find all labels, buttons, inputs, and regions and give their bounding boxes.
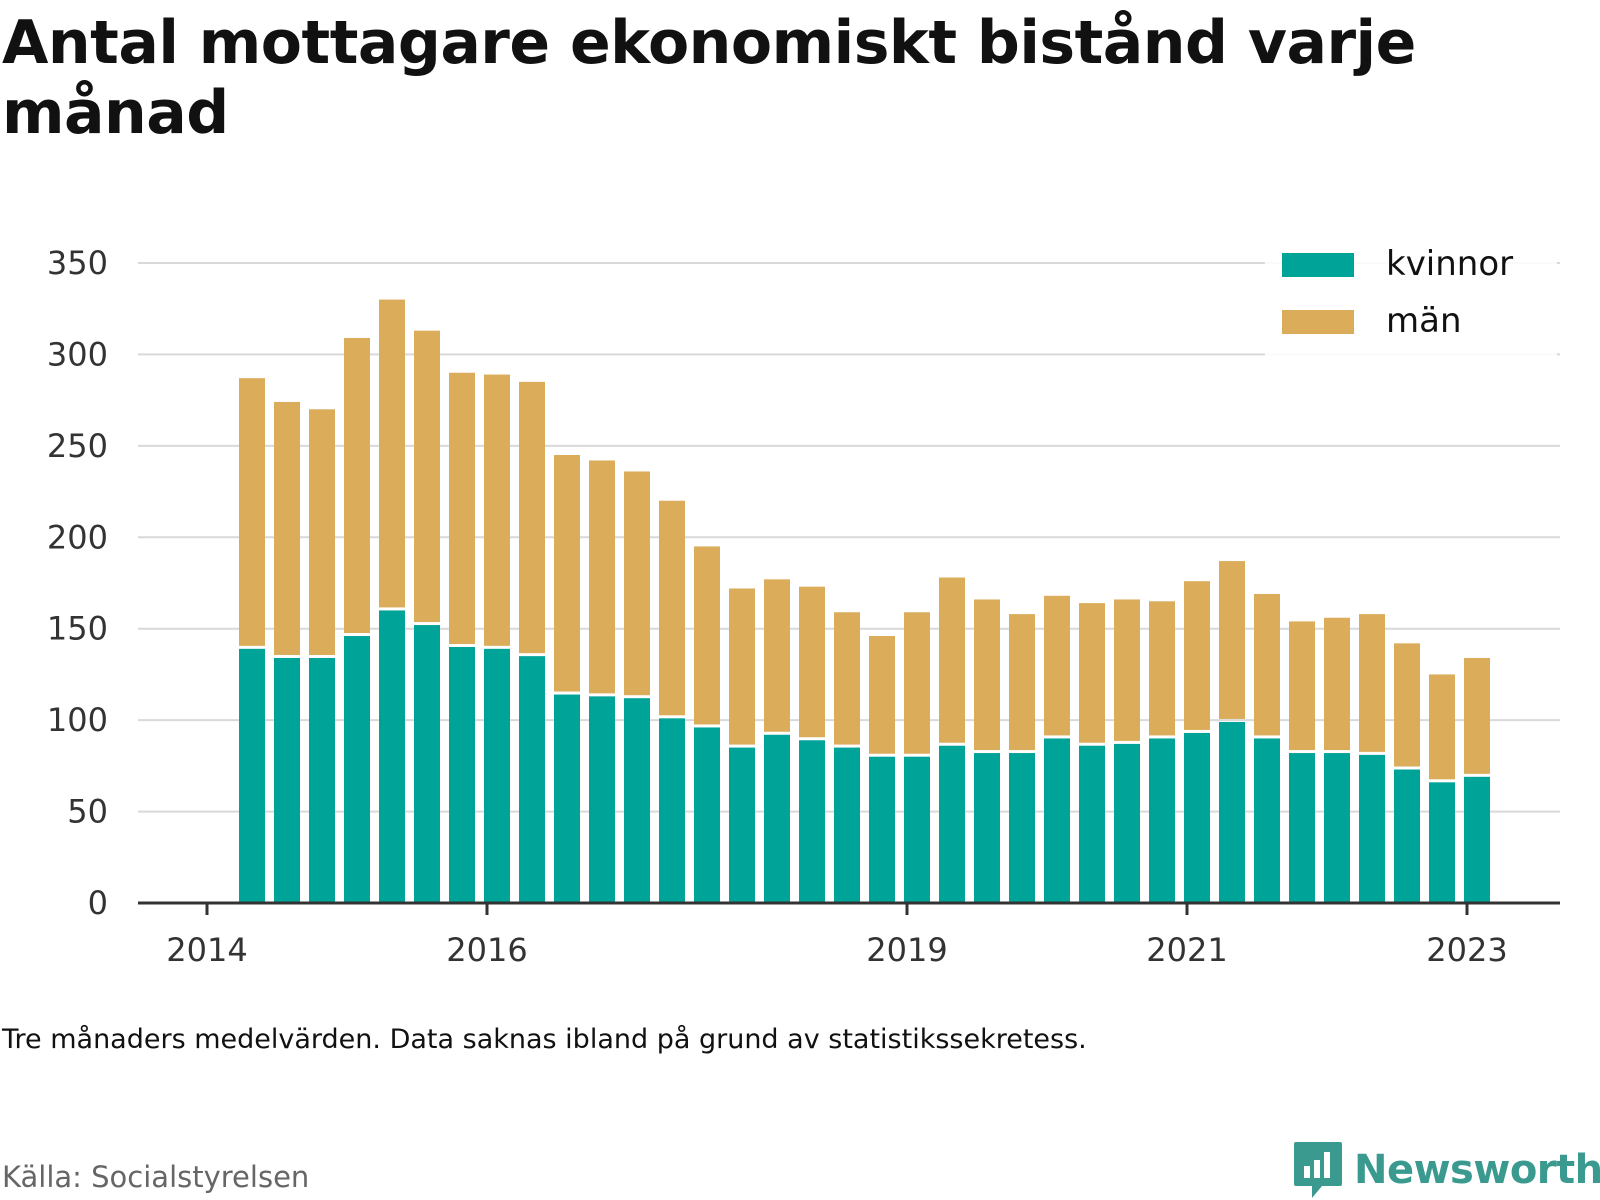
bar-kvinnor [414, 625, 440, 903]
bar-man [414, 330, 440, 623]
bar-kvinnor [1149, 738, 1175, 903]
bar-kvinnor [624, 698, 650, 903]
bar-man [974, 599, 1000, 751]
bar-man [624, 471, 650, 696]
bar-kvinnor [659, 718, 685, 903]
newsworthy-logo-text: Newsworthy [1354, 1147, 1600, 1193]
bar-kvinnor [1219, 721, 1245, 903]
bar-kvinnor [484, 648, 510, 903]
bar-man [1254, 593, 1280, 736]
legend-swatch-man [1282, 310, 1354, 334]
y-tick-label: 0 [88, 884, 108, 922]
legend-label-man: män [1386, 301, 1462, 341]
bar-kvinnor [239, 648, 265, 903]
bar-man [344, 337, 370, 634]
legend: kvinnor män [1265, 238, 1557, 358]
bar-man [729, 588, 755, 745]
bar-man [1044, 595, 1070, 736]
bar-man [1429, 674, 1455, 780]
newsworthy-logo-icon [1294, 1142, 1342, 1198]
bar-man [1289, 621, 1315, 751]
bar-kvinnor [729, 747, 755, 903]
bar-man [939, 577, 965, 743]
bar-man [1359, 614, 1385, 752]
bar-man [449, 372, 475, 644]
bar-kvinnor [939, 745, 965, 903]
bar-kvinnor [1009, 753, 1035, 903]
bar-man [1114, 599, 1140, 741]
bar-kvinnor [379, 610, 405, 903]
legend-swatch-kvinnor [1282, 253, 1354, 277]
bar-kvinnor [519, 656, 545, 903]
bar-kvinnor [869, 756, 895, 903]
stacked-bar-chart: 0 50 100 150 200 250 300 350 2014 2016 2019 2021 202… [46, 238, 1560, 969]
bar-kvinnor [1254, 738, 1280, 903]
bar-kvinnor [834, 747, 860, 903]
y-tick-label: 50 [67, 793, 108, 831]
axes: 0 50 100 150 200 250 300 350 2014 2016 2019 2021 202… [47, 244, 1560, 969]
bar-kvinnor [694, 727, 720, 903]
bar-man [554, 455, 580, 692]
bar-man [1009, 614, 1035, 751]
bar-kvinnor [589, 696, 615, 903]
bar-man [1464, 657, 1490, 774]
bar-man [1079, 603, 1105, 743]
bar-man [904, 612, 930, 754]
bar-kvinnor [1289, 753, 1315, 903]
y-tick-label: 250 [47, 427, 108, 465]
bar-man [799, 586, 825, 738]
chart-title: Antal mottagare ekonomiskt bistånd varje… [2, 8, 1416, 148]
x-tick-label: 2019 [866, 931, 947, 969]
bar-kvinnor [1114, 743, 1140, 903]
bar-kvinnor [1359, 754, 1385, 903]
bar-kvinnor [554, 694, 580, 903]
bar-kvinnor [1044, 738, 1070, 903]
x-tick-label: 2014 [166, 931, 247, 969]
bar-kvinnor [274, 657, 300, 903]
x-tick-label: 2023 [1426, 931, 1507, 969]
bar-man [1394, 643, 1420, 767]
y-tick-label: 200 [47, 518, 108, 556]
bar-man [1219, 561, 1245, 719]
bar-man [1184, 581, 1210, 730]
source-label: Källa: Socialstyrelsen [2, 1160, 310, 1194]
bars [239, 299, 1490, 903]
y-tick-label: 300 [47, 335, 108, 373]
newsworthy-logo[interactable]: Newsworthy [1292, 1140, 1600, 1200]
y-tick-label: 350 [47, 244, 108, 282]
bar-man [309, 409, 335, 655]
bar-man [659, 500, 685, 716]
bar-kvinnor [799, 740, 825, 903]
bar-man [379, 299, 405, 608]
x-tick-label: 2021 [1146, 931, 1227, 969]
bar-man [239, 378, 265, 646]
chart-note: Tre månaders medelvärden. Data saknas ib… [2, 1024, 1087, 1055]
bar-man [519, 381, 545, 654]
bar-kvinnor [449, 647, 475, 903]
legend-label-kvinnor: kvinnor [1386, 244, 1513, 284]
bar-man [484, 374, 510, 646]
bar-kvinnor [904, 756, 930, 903]
bar-kvinnor [764, 734, 790, 903]
bar-man [274, 401, 300, 655]
bar-kvinnor [1079, 745, 1105, 903]
bar-man [764, 579, 790, 732]
bar-kvinnor [309, 657, 335, 903]
bar-kvinnor [1324, 753, 1350, 903]
y-tick-label: 150 [47, 610, 108, 648]
bar-kvinnor [1464, 776, 1490, 903]
x-tick-label: 2016 [446, 931, 527, 969]
bar-man [589, 460, 615, 694]
bar-man [1324, 617, 1350, 751]
bar-man [869, 636, 895, 754]
bar-man [1149, 601, 1175, 736]
y-tick-label: 100 [47, 701, 108, 739]
bar-kvinnor [1184, 732, 1210, 903]
bar-kvinnor [974, 753, 1000, 903]
bar-man [694, 546, 720, 725]
bar-kvinnor [1394, 769, 1420, 903]
bar-kvinnor [344, 636, 370, 903]
bar-man [834, 612, 860, 745]
bar-kvinnor [1429, 782, 1455, 903]
